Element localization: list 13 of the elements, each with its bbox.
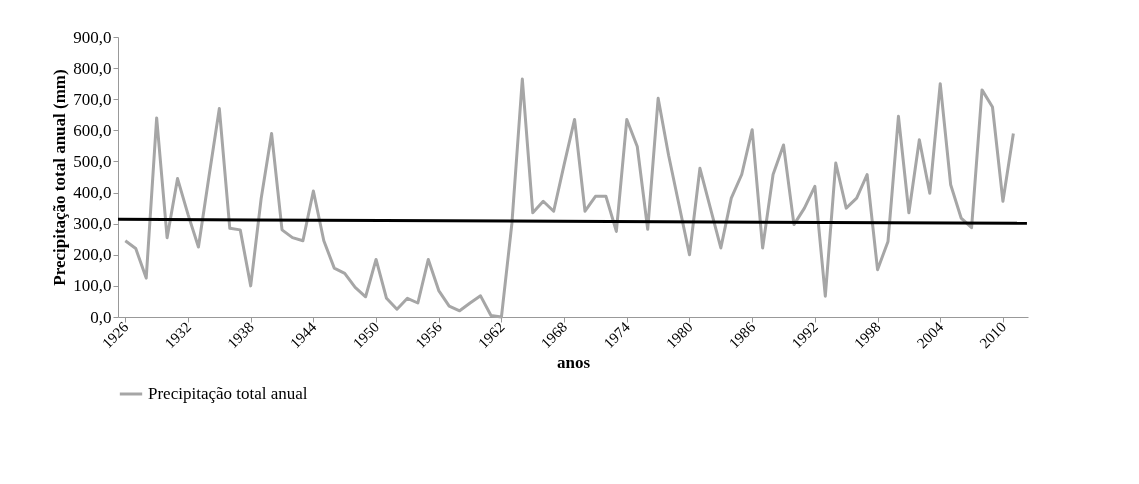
y-tick-label: 800,0	[73, 58, 112, 78]
y-axis-title: Precipitação total anual (mm)	[50, 69, 70, 286]
x-axis-title: anos	[556, 353, 591, 373]
y-tick-label: 700,0	[73, 89, 112, 109]
y-tick-label: 100,0	[73, 276, 112, 296]
y-tick-label: 900,0	[73, 27, 112, 47]
y-tick-label: 500,0	[73, 151, 112, 171]
y-tick-label: 600,0	[73, 120, 112, 140]
line-series	[123, 77, 1015, 319]
y-tick-label: 200,0	[73, 245, 112, 265]
y-tick-label: 300,0	[73, 214, 112, 234]
y-tick-label: 400,0	[73, 183, 112, 203]
legend-label: Precipitação total anual	[148, 384, 308, 403]
